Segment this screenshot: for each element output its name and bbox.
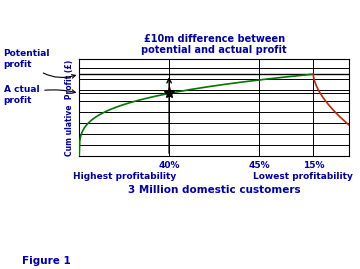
Text: Lowest profitability: Lowest profitability [253,172,353,180]
Text: Potential
profit: Potential profit [4,49,75,78]
Text: 45%: 45% [248,161,270,170]
Text: £10m difference between
potential and actual profit: £10m difference between potential and ac… [141,34,287,55]
Text: Figure 1: Figure 1 [22,256,70,266]
Text: 40%: 40% [158,161,180,170]
Text: Cum ulative  Profit (£): Cum ulative Profit (£) [65,59,74,156]
Text: Highest profitability: Highest profitability [73,172,177,180]
Text: A ctual
profit: A ctual profit [4,86,75,105]
Text: 3 Million domestic customers: 3 Million domestic customers [128,185,301,195]
Text: 15%: 15% [302,161,324,170]
